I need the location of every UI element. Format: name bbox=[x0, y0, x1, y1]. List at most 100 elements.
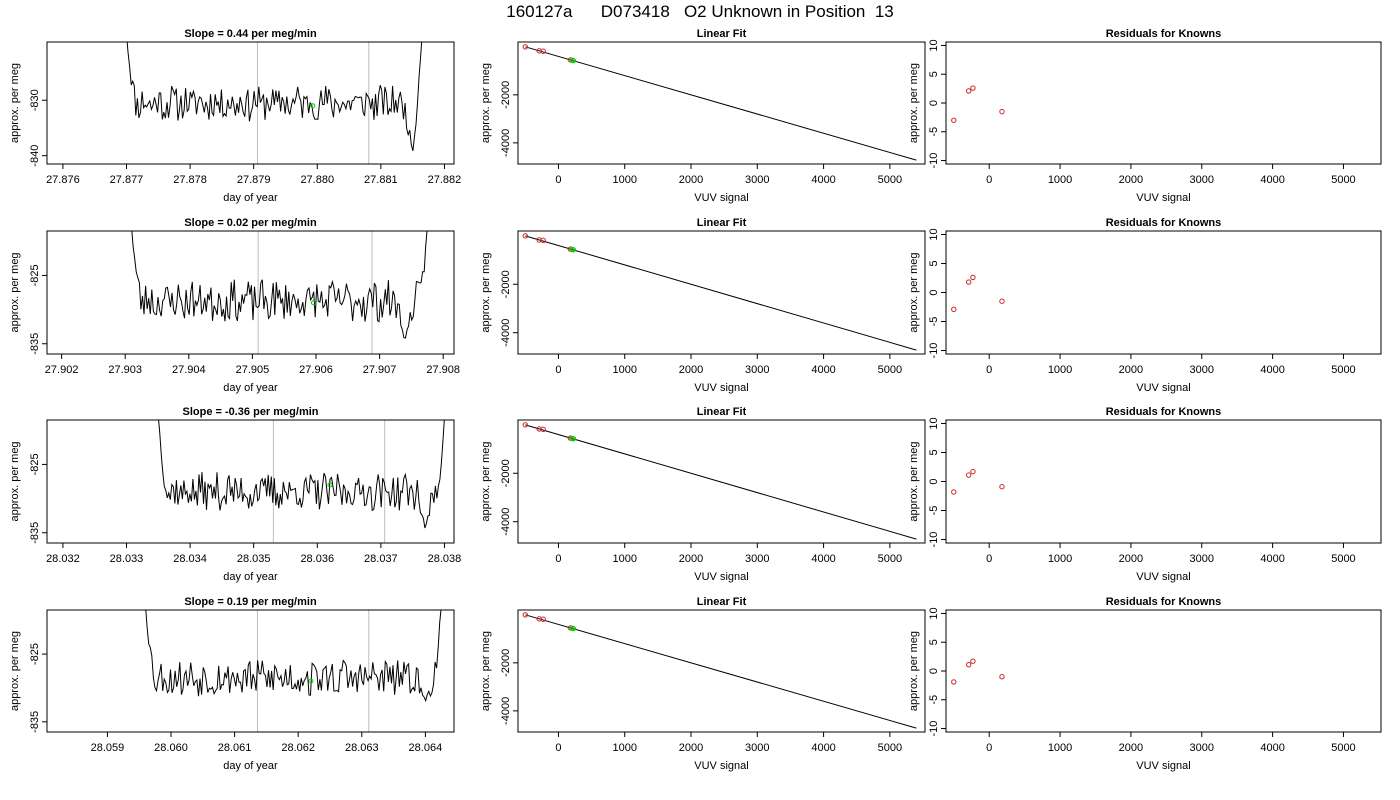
chart-panel: Residuals for Knowns 0 1000 2000 3000 4000 500… bbox=[908, 217, 1382, 394]
plot-frame bbox=[945, 41, 1382, 165]
y-axis-label: approx. per meg bbox=[9, 441, 21, 521]
x-tick-label: 28.035 bbox=[237, 553, 271, 565]
x-tick-label: 3000 bbox=[745, 364, 769, 376]
x-tick-label: 28.036 bbox=[300, 553, 334, 565]
residual-point bbox=[951, 679, 957, 685]
plot-area bbox=[522, 612, 917, 729]
plot-area bbox=[145, 610, 442, 732]
x-tick-label: 2000 bbox=[679, 364, 703, 376]
chart-panel: Slope = 0.19 per meg/min 28.059 28.060 28.0… bbox=[9, 596, 455, 772]
residual-point bbox=[951, 117, 957, 123]
plot-area bbox=[951, 468, 1005, 495]
y-axis-label: approx. per meg bbox=[480, 63, 492, 143]
x-tick-label: 4000 bbox=[1260, 174, 1284, 186]
x-tick-label: 5000 bbox=[1331, 364, 1355, 376]
unknown-point bbox=[570, 625, 577, 632]
y-tick-label: -5 bbox=[928, 317, 940, 327]
y-tick-label: -10 bbox=[928, 532, 940, 548]
residual-point bbox=[965, 472, 972, 478]
x-tick-label: 28.032 bbox=[46, 553, 80, 565]
y-tick-label: -2000 bbox=[500, 649, 512, 677]
x-tick-label: 0 bbox=[986, 553, 992, 565]
chart-panel: Slope = 0.02 per meg/min 27.902 27.903 27.9… bbox=[9, 217, 460, 394]
chart-panel: Linear Fit 0 1000 2000 3000 4000 5000 -4000 -200… bbox=[480, 406, 926, 583]
x-tick-label: 0 bbox=[555, 553, 561, 565]
y-tick-label: -5 bbox=[928, 127, 940, 137]
plot-area bbox=[126, 42, 423, 164]
chart-panel: Residuals for Knowns 0 1000 2000 3000 4000 500… bbox=[908, 406, 1382, 583]
x-tick-label: 2000 bbox=[1119, 553, 1143, 565]
chart-panel: Residuals for Knowns 0 1000 2000 3000 4000 500… bbox=[908, 596, 1382, 772]
known-point bbox=[540, 426, 546, 433]
y-tick-label: -2000 bbox=[500, 81, 512, 109]
chart-panel: Linear Fit 0 1000 2000 3000 4000 5000 -4000 -200… bbox=[480, 217, 926, 394]
y-tick-label: 5 bbox=[928, 71, 940, 77]
residual-point bbox=[951, 306, 957, 313]
chart-title: Linear Fit bbox=[697, 217, 747, 229]
x-tick-label: 28.064 bbox=[409, 742, 443, 754]
x-axis-label: day of year bbox=[223, 192, 278, 204]
x-tick-label: 0 bbox=[555, 742, 561, 754]
x-tick-label: 2000 bbox=[1119, 174, 1143, 186]
known-point bbox=[522, 422, 528, 428]
chart-title: Residuals for Knowns bbox=[1106, 406, 1222, 418]
y-axis-label: approx. per meg bbox=[480, 252, 492, 332]
x-axis-label: VUV signal bbox=[1136, 192, 1190, 204]
x-tick-label: 5000 bbox=[1331, 553, 1355, 565]
residual-point bbox=[970, 85, 976, 91]
x-tick-label: 28.063 bbox=[345, 742, 379, 754]
x-tick-label: 3000 bbox=[745, 553, 769, 565]
residual-point bbox=[999, 108, 1005, 115]
y-tick-label: 10 bbox=[928, 607, 940, 619]
y-tick-label: 0 bbox=[928, 668, 940, 674]
y-tick-label: -4000 bbox=[500, 319, 512, 347]
x-tick-label: 27.882 bbox=[428, 174, 462, 186]
signal-trace bbox=[158, 420, 445, 529]
x-tick-label: 1000 bbox=[1048, 174, 1072, 186]
x-tick-label: 3000 bbox=[745, 742, 769, 754]
x-tick-label: 1000 bbox=[1048, 364, 1072, 376]
plot-frame bbox=[517, 419, 926, 544]
fit-line bbox=[525, 614, 917, 729]
x-tick-label: 5000 bbox=[878, 174, 902, 186]
residual-point bbox=[970, 658, 976, 664]
plot-frame bbox=[517, 609, 926, 733]
x-tick-label: 5000 bbox=[878, 742, 902, 754]
x-tick-label: 28.062 bbox=[281, 742, 315, 754]
y-tick-label: -5 bbox=[928, 506, 940, 516]
plot-area bbox=[951, 85, 1005, 123]
x-tick-label: 27.876 bbox=[46, 174, 80, 186]
x-tick-label: 0 bbox=[555, 364, 561, 376]
x-tick-label: 4000 bbox=[811, 553, 835, 565]
x-tick-label: 2000 bbox=[679, 742, 703, 754]
known-point bbox=[522, 233, 528, 239]
x-tick-label: 0 bbox=[986, 742, 992, 754]
residual-point bbox=[999, 298, 1005, 304]
known-point bbox=[522, 44, 528, 50]
x-tick-label: 28.060 bbox=[154, 742, 188, 754]
x-tick-label: 3000 bbox=[745, 174, 769, 186]
y-tick-label: 5 bbox=[928, 449, 940, 455]
plot-area bbox=[131, 231, 428, 354]
x-tick-label: 28.061 bbox=[218, 742, 252, 754]
x-axis-label: VUV signal bbox=[1136, 760, 1190, 772]
x-axis-label: day of year bbox=[223, 760, 278, 772]
chart-title: Slope = 0.02 per meg/min bbox=[184, 217, 317, 229]
residual-point bbox=[965, 661, 972, 668]
x-tick-label: 28.033 bbox=[110, 553, 144, 565]
plot-area bbox=[951, 658, 1005, 685]
residual-point bbox=[951, 489, 957, 495]
y-tick-label: -10 bbox=[928, 343, 940, 359]
x-tick-label: 2000 bbox=[679, 553, 703, 565]
x-tick-label: 5000 bbox=[1331, 742, 1355, 754]
residual-point bbox=[970, 468, 976, 475]
chart-panel: Slope = 0.44 per meg/min 27.876 27.877 27.8… bbox=[9, 28, 461, 204]
x-tick-label: 2000 bbox=[679, 174, 703, 186]
x-tick-label: 0 bbox=[986, 364, 992, 376]
known-point bbox=[540, 237, 546, 244]
plot-frame bbox=[945, 609, 1382, 733]
x-tick-label: 3000 bbox=[1190, 174, 1214, 186]
chart-title: Linear Fit bbox=[697, 28, 747, 40]
known-point bbox=[540, 616, 546, 622]
